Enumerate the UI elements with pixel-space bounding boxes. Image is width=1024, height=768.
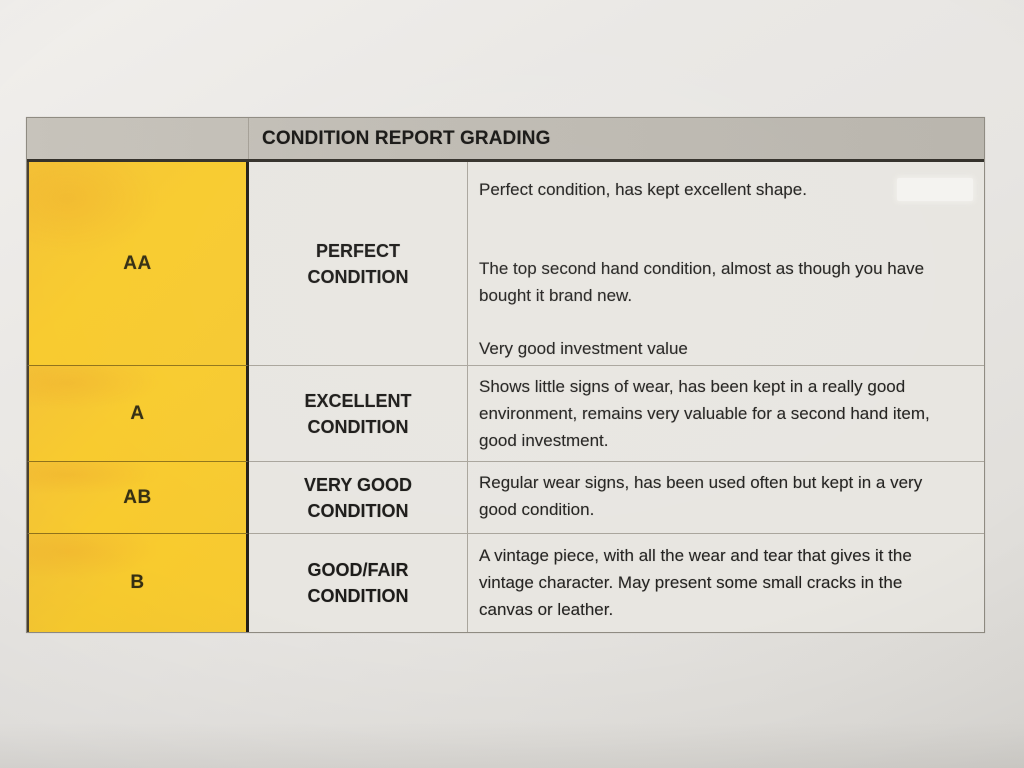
grade-label: AA (123, 252, 152, 274)
condition-name-cell: GOOD/FAIR CONDITION (249, 534, 468, 632)
grade-label: B (130, 572, 145, 593)
condition-name-line: CONDITION (307, 500, 409, 521)
description-paragraph: Very good investment value (479, 339, 688, 358)
condition-name-line: GOOD/FAIR (307, 560, 409, 580)
table-row: AB VERY GOOD CONDITION Regular wear sign… (27, 462, 984, 534)
condition-description-cell: Shows little signs of wear, has been kep… (468, 366, 984, 462)
condition-grading-table: CONDITION REPORT GRADING AA PERFECT COND… (26, 117, 985, 633)
header-title-cell: CONDITION REPORT GRADING (249, 118, 984, 159)
condition-name-line: CONDITION (307, 586, 409, 606)
condition-description-cell: Perfect condition, has kept excellent sh… (468, 162, 984, 366)
condition-name-line: CONDITION (307, 416, 409, 437)
grade-cell: AA (27, 162, 249, 366)
grade-cell: A (27, 366, 249, 462)
grade-cell: AB (27, 462, 249, 534)
description-paragraph: Perfect condition, has kept excellent sh… (479, 180, 807, 199)
condition-name-line: PERFECT (315, 240, 400, 261)
grade-label: A (130, 402, 145, 424)
table-row: AA PERFECT CONDITION Perfect condition, … (27, 162, 984, 366)
description-paragraph: The top second hand condition, almost as… (479, 259, 925, 305)
description-paragraph: Regular wear signs, has been used often … (479, 473, 923, 519)
condition-name-line: CONDITION (307, 266, 409, 287)
description-paragraph: Shows little signs of wear, has been kep… (479, 377, 930, 450)
condition-name-cell: EXCELLENT CONDITION (249, 366, 468, 462)
table-header-row: CONDITION REPORT GRADING (27, 118, 984, 162)
table-title: CONDITION REPORT GRADING (262, 127, 551, 149)
condition-description-cell: A vintage piece, with all the wear and t… (468, 534, 984, 632)
table-row: B GOOD/FAIR CONDITION A vintage piece, w… (27, 534, 984, 632)
condition-description-cell: Regular wear signs, has been used often … (468, 462, 984, 534)
condition-name-line: EXCELLENT (304, 390, 412, 411)
grade-label: AB (123, 486, 152, 508)
table-row: A EXCELLENT CONDITION Shows little signs… (27, 366, 984, 462)
grade-cell: B (27, 534, 249, 632)
description-paragraph: A vintage piece, with all the wear and t… (479, 546, 912, 619)
header-spacer-cell (27, 118, 249, 159)
condition-name-cell: VERY GOOD CONDITION (249, 462, 468, 534)
condition-name-cell: PERFECT CONDITION (249, 162, 468, 366)
condition-name-line: VERY GOOD (303, 474, 413, 495)
